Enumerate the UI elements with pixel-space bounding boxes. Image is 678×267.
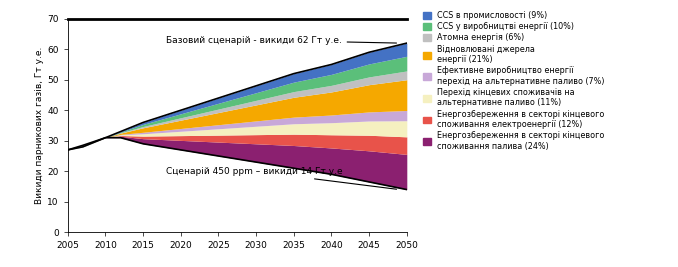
- Y-axis label: Викиди парникових газів, Гт у.е.: Викиди парникових газів, Гт у.е.: [35, 47, 45, 204]
- Text: Базовий сценарій - викиди 62 Гт у.е.: Базовий сценарій - викиди 62 Гт у.е.: [165, 36, 397, 45]
- Legend: CCS в промисловості (9%), CCS у виробництві енергії (10%), Атомна енергія (6%), : CCS в промисловості (9%), CCS у виробниц…: [421, 9, 606, 152]
- Text: Сценарій 450 ppm – викиди 14 Гт у.е: Сценарій 450 ppm – викиди 14 Гт у.е: [165, 167, 397, 189]
